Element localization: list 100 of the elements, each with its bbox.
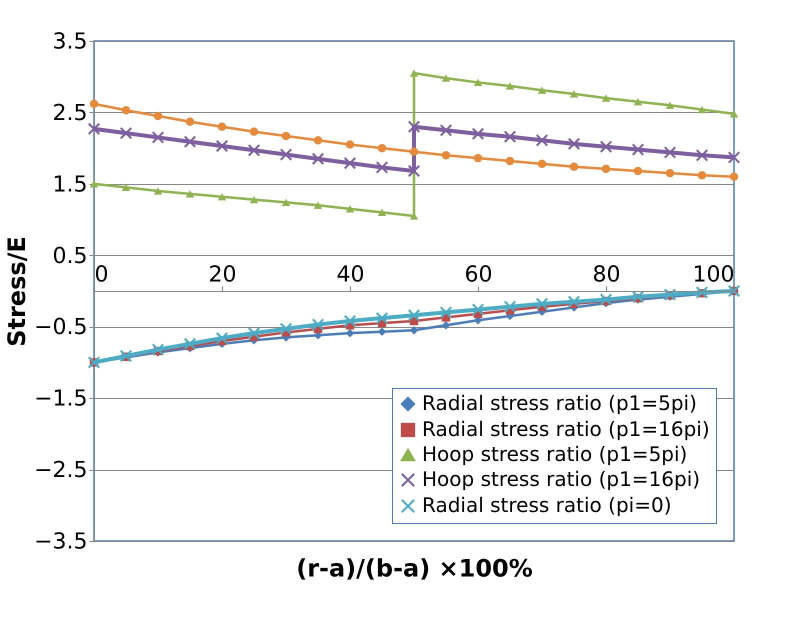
point [120, 126, 132, 140]
legend-label: Hoop stress ratio (p1=16pi) [422, 467, 700, 491]
point [442, 74, 450, 82]
y-tick-label: −3.5 [34, 530, 88, 554]
point [506, 82, 514, 90]
y-tick-label: −0.5 [34, 315, 88, 340]
point [282, 198, 290, 206]
legend-label: Radial stress ratio (p1=5pi) [422, 391, 697, 415]
point [600, 293, 612, 306]
point [570, 90, 578, 98]
point [410, 148, 418, 156]
point [730, 110, 738, 118]
point [314, 136, 322, 144]
point [666, 102, 674, 109]
point [602, 164, 610, 174]
point [90, 100, 98, 108]
y-tick-label: 0.5 [52, 244, 88, 269]
point [312, 318, 324, 331]
point [186, 190, 194, 198]
point [666, 168, 674, 178]
point [408, 120, 420, 133]
point [568, 295, 580, 308]
point [698, 106, 706, 114]
point [122, 106, 130, 114]
point [184, 338, 196, 350]
point [568, 138, 580, 150]
legend-label: Hoop stress ratio (p1=5pi) [422, 442, 688, 466]
point [122, 184, 130, 192]
point [664, 288, 676, 301]
point [408, 164, 420, 178]
point [314, 202, 322, 209]
point [120, 350, 132, 362]
point [152, 343, 164, 356]
point [506, 156, 514, 166]
legend-label: Radial stress ratio (pi=0) [422, 493, 672, 517]
point [312, 152, 324, 166]
point [602, 94, 610, 102]
point [280, 322, 292, 336]
point [632, 290, 644, 303]
x-axis-title: (r-a)/(b-a) ×100% [296, 554, 533, 582]
point [250, 128, 258, 136]
point [440, 124, 452, 137]
point [536, 134, 548, 147]
point [664, 146, 676, 159]
point [410, 70, 418, 77]
point [378, 208, 386, 216]
y-tick-label: −2.5 [34, 458, 88, 484]
point [152, 131, 164, 144]
point [280, 148, 292, 161]
point [250, 196, 258, 204]
point [346, 140, 354, 149]
point [88, 122, 100, 136]
point [600, 140, 612, 153]
point [440, 306, 452, 319]
point [378, 328, 386, 336]
point [378, 144, 386, 152]
point [410, 326, 418, 334]
x-tick-label: 0 [94, 262, 108, 288]
point [730, 172, 738, 181]
point [474, 78, 482, 86]
x-tick-label: 20 [208, 262, 236, 288]
y-tick-label: 1.5 [52, 172, 88, 198]
point [344, 314, 356, 328]
point [186, 118, 194, 126]
point [634, 166, 642, 176]
point [472, 303, 484, 316]
point [248, 326, 260, 340]
point [696, 149, 708, 162]
point [184, 135, 196, 148]
x-tick-label: 80 [592, 262, 620, 288]
y-tick-label: −1.5 [34, 386, 88, 412]
point [696, 286, 708, 299]
x-tick-label: 40 [336, 262, 364, 288]
point [346, 328, 354, 338]
point [504, 130, 516, 143]
point [504, 300, 516, 313]
point [728, 151, 740, 164]
x-tick-label: 100 [692, 262, 734, 288]
legend-label: Radial stress ratio (p1=16pi) [422, 417, 710, 441]
point [474, 154, 482, 162]
point [218, 193, 226, 200]
point [216, 140, 228, 152]
point [376, 312, 388, 324]
y-tick-label: 2.5 [52, 100, 88, 126]
point [154, 112, 162, 120]
point [282, 132, 290, 140]
y-axis-title: Stress/E [3, 236, 32, 347]
point [344, 156, 356, 170]
point [538, 160, 546, 168]
point [632, 143, 644, 156]
point [570, 162, 578, 171]
point [376, 161, 388, 174]
point [442, 321, 450, 330]
y-tick-label: 3.5 [52, 30, 88, 54]
point [472, 128, 484, 140]
point [154, 187, 162, 195]
point [698, 171, 706, 180]
point [218, 122, 226, 131]
point [408, 309, 420, 322]
point [248, 144, 260, 157]
